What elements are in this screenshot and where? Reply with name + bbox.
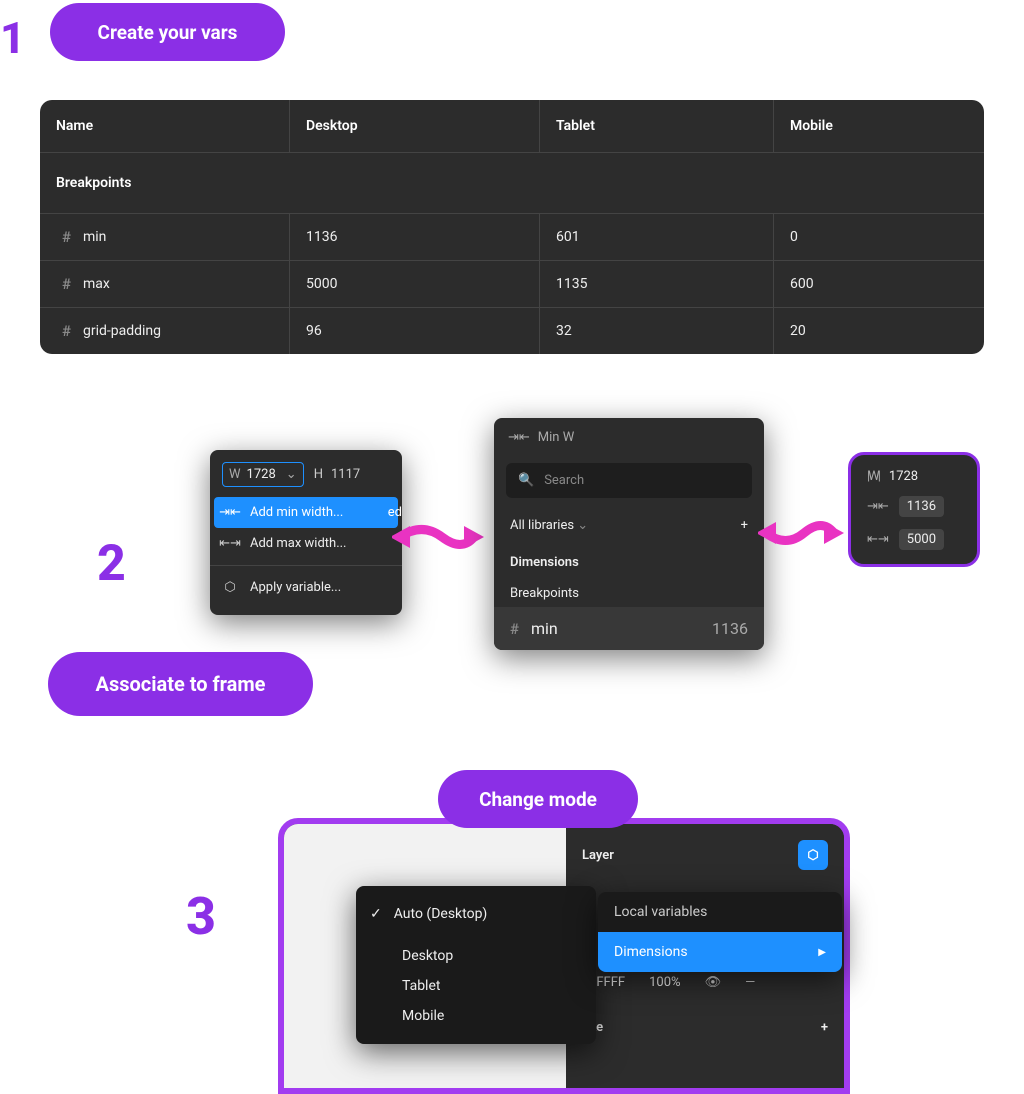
pill-change-mode: Change mode <box>438 770 638 828</box>
var-tablet: 601 <box>540 214 774 260</box>
mode-item-label: Auto (Desktop) <box>394 906 488 922</box>
submenu-dimensions[interactable]: Dimensions ▶ <box>598 932 842 972</box>
chevron-right-icon: ▶ <box>818 947 826 958</box>
result-panel: |W| 1728 ⇥⇤ 1136 ⇤⇥ 5000 <box>848 452 980 567</box>
var-name: max <box>83 276 110 292</box>
menu-item-label: Apply variable... <box>250 580 341 595</box>
panel-title: Min W <box>538 430 574 445</box>
min-width-icon: ⇥⇤ <box>222 505 238 520</box>
pill-create-vars: Create your vars <box>50 3 285 61</box>
search-input[interactable]: 🔍 Search <box>506 463 752 498</box>
chevron-down-icon[interactable]: ⌄ <box>286 467 297 482</box>
search-placeholder: Search <box>544 473 584 488</box>
min-width-panel: ⇥⇤ Min W 🔍 Search All libraries ⌄ + Dime… <box>494 418 764 650</box>
table-header-tablet: Tablet <box>540 100 774 152</box>
height-label: H <box>314 467 323 482</box>
result-width: 1728 <box>889 469 918 484</box>
table-header-mobile: Mobile <box>774 100 984 152</box>
var-desktop: 1136 <box>290 214 540 260</box>
hash-icon: # <box>62 228 71 246</box>
submenu-item-label: Local variables <box>614 904 707 920</box>
hash-icon: # <box>510 620 519 638</box>
plus-icon[interactable]: + <box>821 1020 828 1035</box>
menu-item-add-max-width[interactable]: ⇤⇥ Add max width... <box>214 528 398 559</box>
mode-item-desktop[interactable]: Desktop <box>356 940 596 970</box>
section-dimensions: Dimensions <box>494 545 764 576</box>
width-icon: |W| <box>867 469 879 484</box>
variable-sub-menu: Local variables Dimensions ▶ <box>598 892 842 972</box>
width-input[interactable]: W 1728 ⌄ <box>222 462 304 487</box>
hash-icon: # <box>62 275 71 293</box>
variable-mode-button[interactable]: ⬡ <box>798 840 828 870</box>
remove-icon[interactable]: — <box>745 975 755 990</box>
result-max: 5000 <box>899 529 944 550</box>
libraries-label: All libraries <box>510 518 574 533</box>
menu-item-apply-variable[interactable]: ⬡ Apply variable... <box>214 572 398 603</box>
variable-name: min <box>531 619 558 638</box>
submenu-item-label: Dimensions <box>614 944 688 960</box>
step-number-3: 3 <box>186 886 216 947</box>
mode-item-auto[interactable]: Auto (Desktop) <box>356 896 596 932</box>
table-header-name: Name <box>40 100 290 152</box>
chevron-down-icon: ⌄ <box>577 518 588 533</box>
mode-item-mobile[interactable]: Mobile <box>356 1000 596 1030</box>
variable-icon: ⬡ <box>222 580 238 595</box>
var-desktop: 96 <box>290 308 540 354</box>
stroke-row[interactable]: oke + <box>566 1006 844 1049</box>
mode-item-tablet[interactable]: Tablet <box>356 970 596 1000</box>
table-header-desktop: Desktop <box>290 100 540 152</box>
fill-opacity: 100% <box>649 975 680 990</box>
submenu-local-variables[interactable]: Local variables <box>598 892 842 932</box>
width-value: 1728 <box>247 467 276 482</box>
var-mobile: 20 <box>774 308 984 354</box>
table-section-breakpoints: Breakpoints <box>40 152 984 213</box>
hash-icon: # <box>62 322 71 340</box>
min-width-icon: ⇥⇤ <box>867 499 889 514</box>
var-name: grid-padding <box>83 323 161 339</box>
menu-item-label: Add max width... <box>250 536 346 551</box>
section-breakpoints: Breakpoints <box>494 576 764 607</box>
width-menu-panel: W 1728 ⌄ H 1117 ⇥⇤ Add min width... ed ⇤… <box>210 450 402 615</box>
table-row[interactable]: # min 1136 601 0 <box>40 213 984 260</box>
mode-menu: Auto (Desktop) Desktop Tablet Mobile <box>356 886 596 1044</box>
menu-item-add-min-width[interactable]: ⇥⇤ Add min width... ed <box>214 497 398 528</box>
variable-value: 1136 <box>712 619 748 638</box>
var-name: min <box>83 229 106 245</box>
libraries-dropdown[interactable]: All libraries ⌄ + <box>494 506 764 545</box>
plus-icon[interactable]: + <box>741 518 748 533</box>
min-width-icon: ⇥⇤ <box>508 430 530 445</box>
search-icon: 🔍 <box>518 473 534 488</box>
var-mobile: 0 <box>774 214 984 260</box>
menu-separator <box>210 565 402 566</box>
step-number-1: 1 <box>0 12 25 64</box>
var-desktop: 5000 <box>290 261 540 307</box>
result-min: 1136 <box>899 496 944 517</box>
table-row[interactable]: # grid-padding 96 32 20 <box>40 307 984 354</box>
step-number-2: 2 <box>97 535 126 593</box>
variables-table: Name Desktop Tablet Mobile Breakpoints #… <box>40 100 984 354</box>
visibility-icon[interactable]: 👁 <box>705 975 722 990</box>
var-tablet: 1135 <box>540 261 774 307</box>
table-row[interactable]: # max 5000 1135 600 <box>40 260 984 307</box>
arrow-icon <box>392 512 492 562</box>
max-width-icon: ⇤⇥ <box>867 532 889 547</box>
max-width-icon: ⇤⇥ <box>222 536 238 551</box>
table-header-row: Name Desktop Tablet Mobile <box>40 100 984 152</box>
variable-item-min[interactable]: # min 1136 <box>494 607 764 650</box>
menu-item-label: Add min width... <box>250 505 343 520</box>
pill-associate: Associate to frame <box>48 652 313 716</box>
layer-label: Layer <box>582 848 614 863</box>
var-tablet: 32 <box>540 308 774 354</box>
var-mobile: 600 <box>774 261 984 307</box>
width-label: W <box>229 467 241 482</box>
height-value: 1117 <box>331 467 360 482</box>
arrow-icon <box>758 508 850 558</box>
